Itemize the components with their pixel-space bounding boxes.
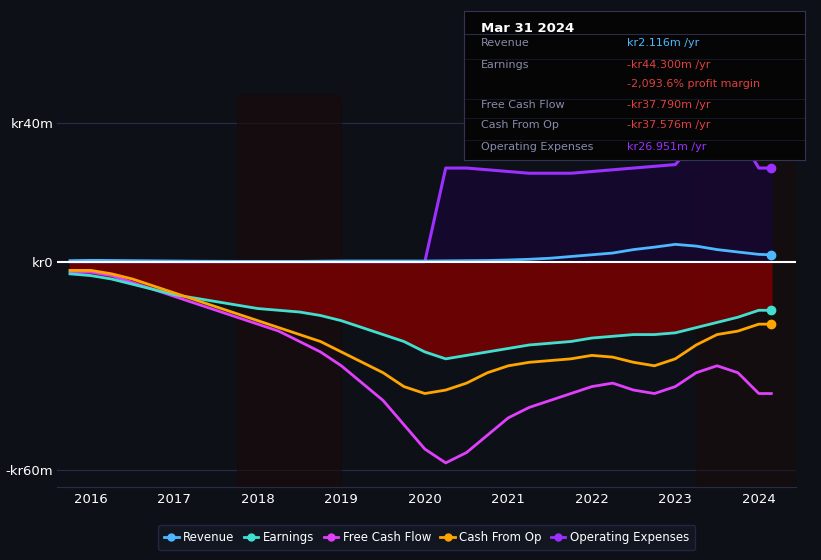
- Text: kr2.116m /yr: kr2.116m /yr: [627, 38, 699, 48]
- Text: kr26.951m /yr: kr26.951m /yr: [627, 142, 707, 152]
- Text: -kr44.300m /yr: -kr44.300m /yr: [627, 60, 711, 70]
- Text: -2,093.6% profit margin: -2,093.6% profit margin: [627, 80, 760, 90]
- Text: Earnings: Earnings: [481, 60, 530, 70]
- Text: Cash From Op: Cash From Op: [481, 119, 559, 129]
- Text: -kr37.576m /yr: -kr37.576m /yr: [627, 119, 711, 129]
- Text: Free Cash Flow: Free Cash Flow: [481, 100, 565, 110]
- Bar: [696, 95, 796, 487]
- Text: Revenue: Revenue: [481, 38, 530, 48]
- Text: Operating Expenses: Operating Expenses: [481, 142, 594, 152]
- Legend: Revenue, Earnings, Free Cash Flow, Cash From Op, Operating Expenses: Revenue, Earnings, Free Cash Flow, Cash …: [158, 525, 695, 550]
- Bar: [237, 95, 342, 487]
- Text: -kr37.790m /yr: -kr37.790m /yr: [627, 100, 711, 110]
- Text: Mar 31 2024: Mar 31 2024: [481, 22, 574, 35]
